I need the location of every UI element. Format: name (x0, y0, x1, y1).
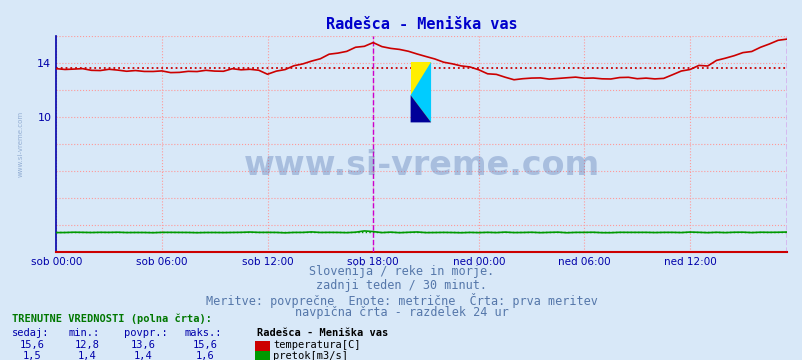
Text: 15,6: 15,6 (192, 340, 217, 350)
Text: 13,6: 13,6 (130, 340, 156, 350)
Bar (410, 62, 431, 122)
Text: navpična črta - razdelek 24 ur: navpična črta - razdelek 24 ur (294, 306, 508, 319)
Text: 15,6: 15,6 (19, 340, 45, 350)
Text: Radešca - Meniška vas: Radešca - Meniška vas (257, 328, 387, 338)
Text: Slovenija / reke in morje.: Slovenija / reke in morje. (309, 265, 493, 278)
Polygon shape (410, 95, 431, 122)
Text: 1,6: 1,6 (195, 351, 214, 360)
Text: www.si-vreme.com: www.si-vreme.com (243, 149, 599, 182)
Text: maks.:: maks.: (184, 328, 222, 338)
Text: Meritve: povprečne  Enote: metrične  Črta: prva meritev: Meritve: povprečne Enote: metrične Črta:… (205, 293, 597, 309)
Polygon shape (410, 62, 431, 122)
Text: 12,8: 12,8 (74, 340, 99, 350)
Text: zadnji teden / 30 minut.: zadnji teden / 30 minut. (316, 279, 486, 292)
Text: sedaj:: sedaj: (12, 328, 50, 338)
Text: pretok[m3/s]: pretok[m3/s] (273, 351, 347, 360)
Text: 1,5: 1,5 (22, 351, 42, 360)
Text: povpr.:: povpr.: (124, 328, 168, 338)
Title: Radešca - Meniška vas: Radešca - Meniška vas (326, 17, 516, 32)
Text: temperatura[C]: temperatura[C] (273, 340, 360, 350)
Text: min.:: min.: (68, 328, 99, 338)
Text: 1,4: 1,4 (77, 351, 96, 360)
Text: 1,4: 1,4 (133, 351, 152, 360)
Text: TRENUTNE VREDNOSTI (polna črta):: TRENUTNE VREDNOSTI (polna črta): (12, 314, 212, 324)
Text: www.si-vreme.com: www.si-vreme.com (18, 111, 24, 177)
